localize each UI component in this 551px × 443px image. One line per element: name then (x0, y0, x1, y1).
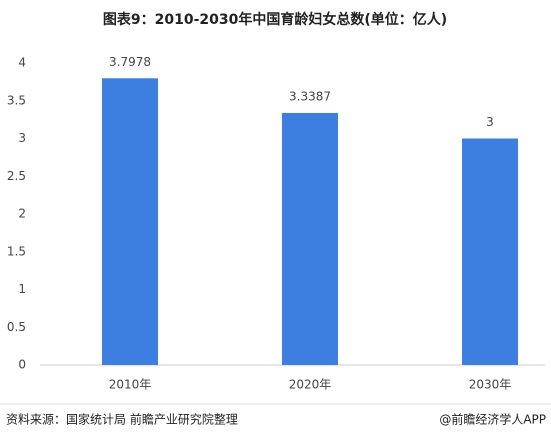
chart-title: 图表9：2010-2030年中国育龄妇女总数(单位：亿人) (103, 11, 447, 28)
x-tick-label: 2010年 (109, 378, 152, 392)
y-tick-label: 3 (18, 131, 26, 145)
source-note: 资料来源：国家统计局 前瞻产业研究院整理 (6, 412, 238, 427)
bar (102, 78, 158, 365)
x-tick-label: 2020年 (289, 378, 332, 392)
y-tick-label: 0.5 (7, 320, 26, 334)
bar (462, 138, 518, 365)
bar (282, 112, 338, 365)
y-tick-label: 1.5 (7, 244, 26, 258)
y-tick-label: 0 (18, 358, 26, 372)
y-tick-label: 3.5 (7, 93, 26, 107)
credit: @前瞻经济学人APP (439, 412, 546, 427)
x-tick-label: 2030年 (469, 378, 512, 392)
y-tick-label: 2.5 (7, 169, 26, 183)
y-tick-label: 4 (18, 56, 26, 70)
y-tick-label: 2 (18, 207, 26, 221)
y-tick-label: 1 (18, 282, 26, 296)
value-label: 3.7978 (109, 55, 151, 69)
value-label: 3 (486, 115, 494, 129)
value-label: 3.3387 (289, 89, 331, 103)
